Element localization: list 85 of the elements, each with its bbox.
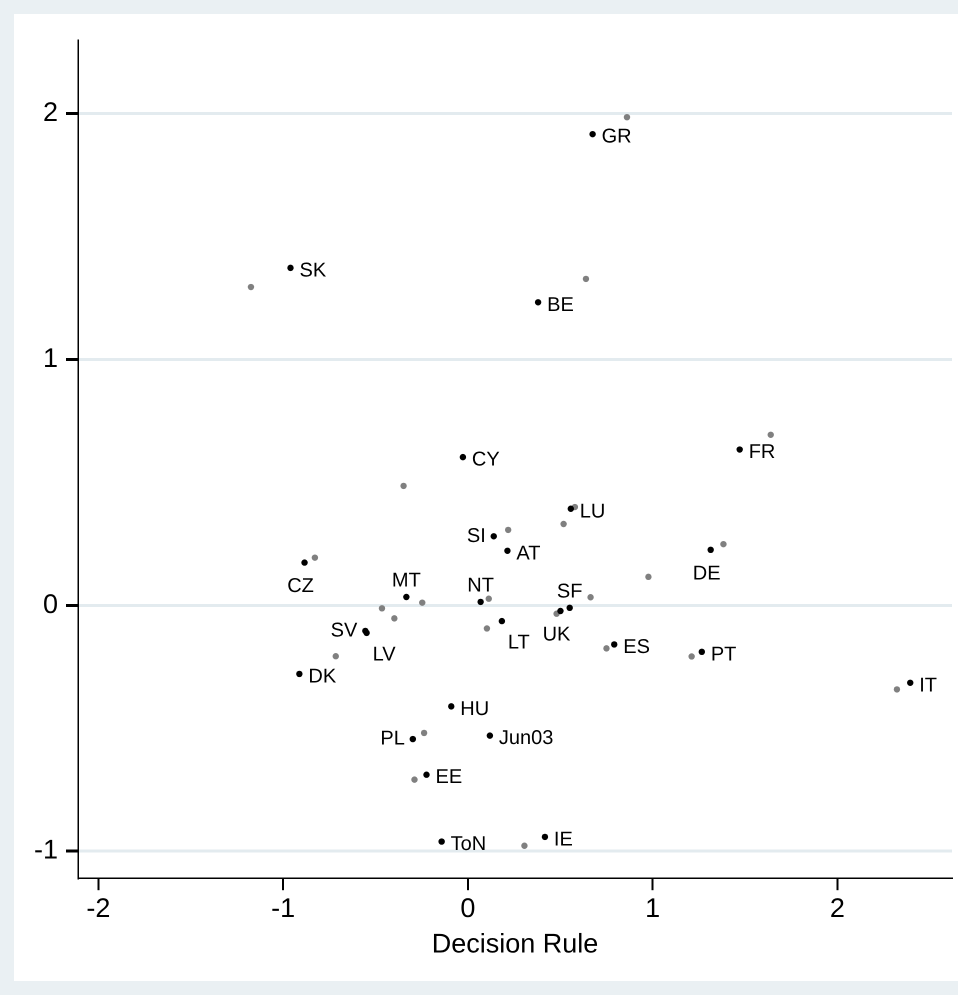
data-label: SI <box>466 524 486 547</box>
point <box>645 574 652 580</box>
point <box>542 834 548 840</box>
data-label: GR <box>602 126 632 148</box>
data-label: LT <box>508 632 530 654</box>
point <box>688 653 695 660</box>
data-label: SK <box>300 259 327 282</box>
point <box>498 618 506 624</box>
point <box>448 703 454 710</box>
data-label: LU <box>580 500 606 522</box>
point <box>411 776 418 783</box>
point <box>301 559 308 566</box>
point <box>603 645 610 652</box>
point <box>894 686 900 693</box>
y-tick-label: -1 <box>34 834 58 865</box>
data-label: Jun03 <box>498 727 554 750</box>
data-label: FR <box>748 441 776 464</box>
point <box>521 842 528 849</box>
point <box>423 772 430 778</box>
point <box>460 454 466 460</box>
data-label: MT <box>392 570 421 592</box>
data-label: BE <box>547 294 574 316</box>
data-label: IT <box>919 674 938 696</box>
data-label: UK <box>542 624 572 646</box>
point <box>438 838 445 845</box>
data-label: AT <box>516 542 541 564</box>
point <box>504 526 512 534</box>
point <box>611 641 618 648</box>
point <box>736 446 743 453</box>
data-label: NT <box>467 574 494 596</box>
point <box>720 540 727 548</box>
point <box>419 599 426 606</box>
point <box>504 548 511 554</box>
point <box>248 284 254 290</box>
point <box>568 506 574 512</box>
point <box>560 520 567 528</box>
point <box>400 482 407 490</box>
x-tick-label: 1 <box>645 892 660 923</box>
point <box>707 546 714 553</box>
x-tick-label: 0 <box>460 892 476 923</box>
point <box>534 299 542 306</box>
data-label: EE <box>435 766 462 788</box>
data-label: ToN <box>450 833 486 856</box>
y-tick-label: 1 <box>42 343 58 373</box>
data-label: ES <box>623 636 650 658</box>
point <box>296 670 303 678</box>
data-label: PT <box>710 643 736 666</box>
point <box>490 533 497 540</box>
data-label: CZ <box>287 575 314 598</box>
point <box>484 625 490 632</box>
point <box>486 596 492 602</box>
point <box>557 608 564 614</box>
data-label: HU <box>460 698 490 720</box>
x-axis-title: Decision Rule <box>432 928 598 958</box>
x-tick-label: 2 <box>830 892 845 923</box>
data-label: PL <box>380 728 405 750</box>
point <box>287 264 294 272</box>
point <box>589 130 596 138</box>
x-tick-label: -1 <box>271 892 296 923</box>
point <box>698 648 706 656</box>
point <box>420 730 428 736</box>
point <box>403 594 410 600</box>
data-label: DK <box>308 665 337 688</box>
data-label: SF <box>556 580 582 602</box>
data-label: DE <box>692 562 721 584</box>
data-label: IE <box>554 828 573 850</box>
point <box>477 598 484 606</box>
point <box>582 276 590 282</box>
data-label: SV <box>330 619 358 642</box>
point <box>391 615 398 622</box>
point <box>566 604 573 612</box>
point <box>312 554 318 561</box>
point <box>486 732 494 739</box>
x-tick-label: -2 <box>86 892 110 923</box>
y-tick-label: 2 <box>42 97 58 128</box>
data-label: CY <box>472 448 500 471</box>
point <box>624 114 630 120</box>
point <box>907 680 914 686</box>
point <box>332 653 339 660</box>
point <box>587 594 594 600</box>
point <box>768 432 774 438</box>
point <box>378 605 386 612</box>
point <box>410 736 416 742</box>
data-label: LV <box>372 643 396 666</box>
y-tick-label: 0 <box>42 588 58 619</box>
